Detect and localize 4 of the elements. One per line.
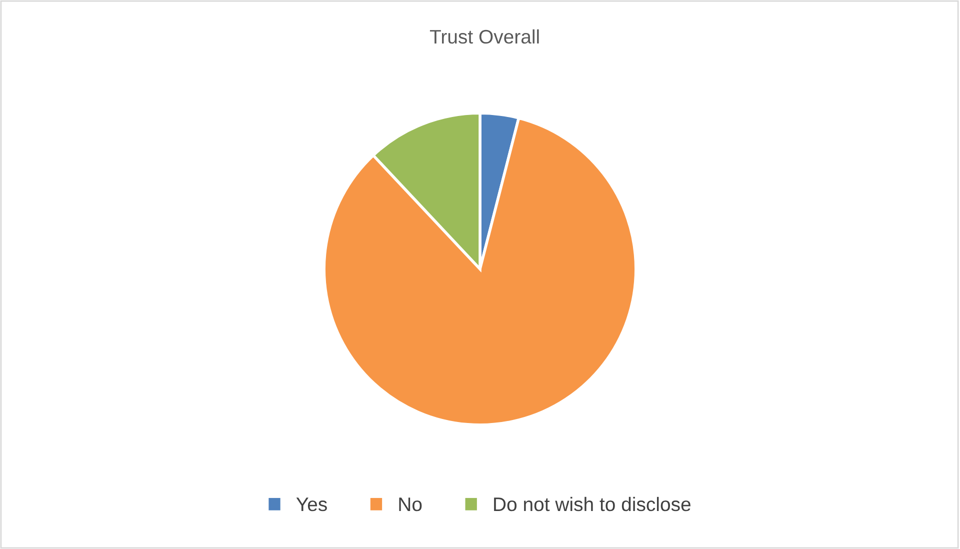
legend-label: Yes (296, 498, 327, 512)
legend-label: Do not wish to disclose (494, 496, 690, 512)
chart-title: Trust Overall (430, 29, 539, 44)
legend-label: No (399, 498, 422, 512)
